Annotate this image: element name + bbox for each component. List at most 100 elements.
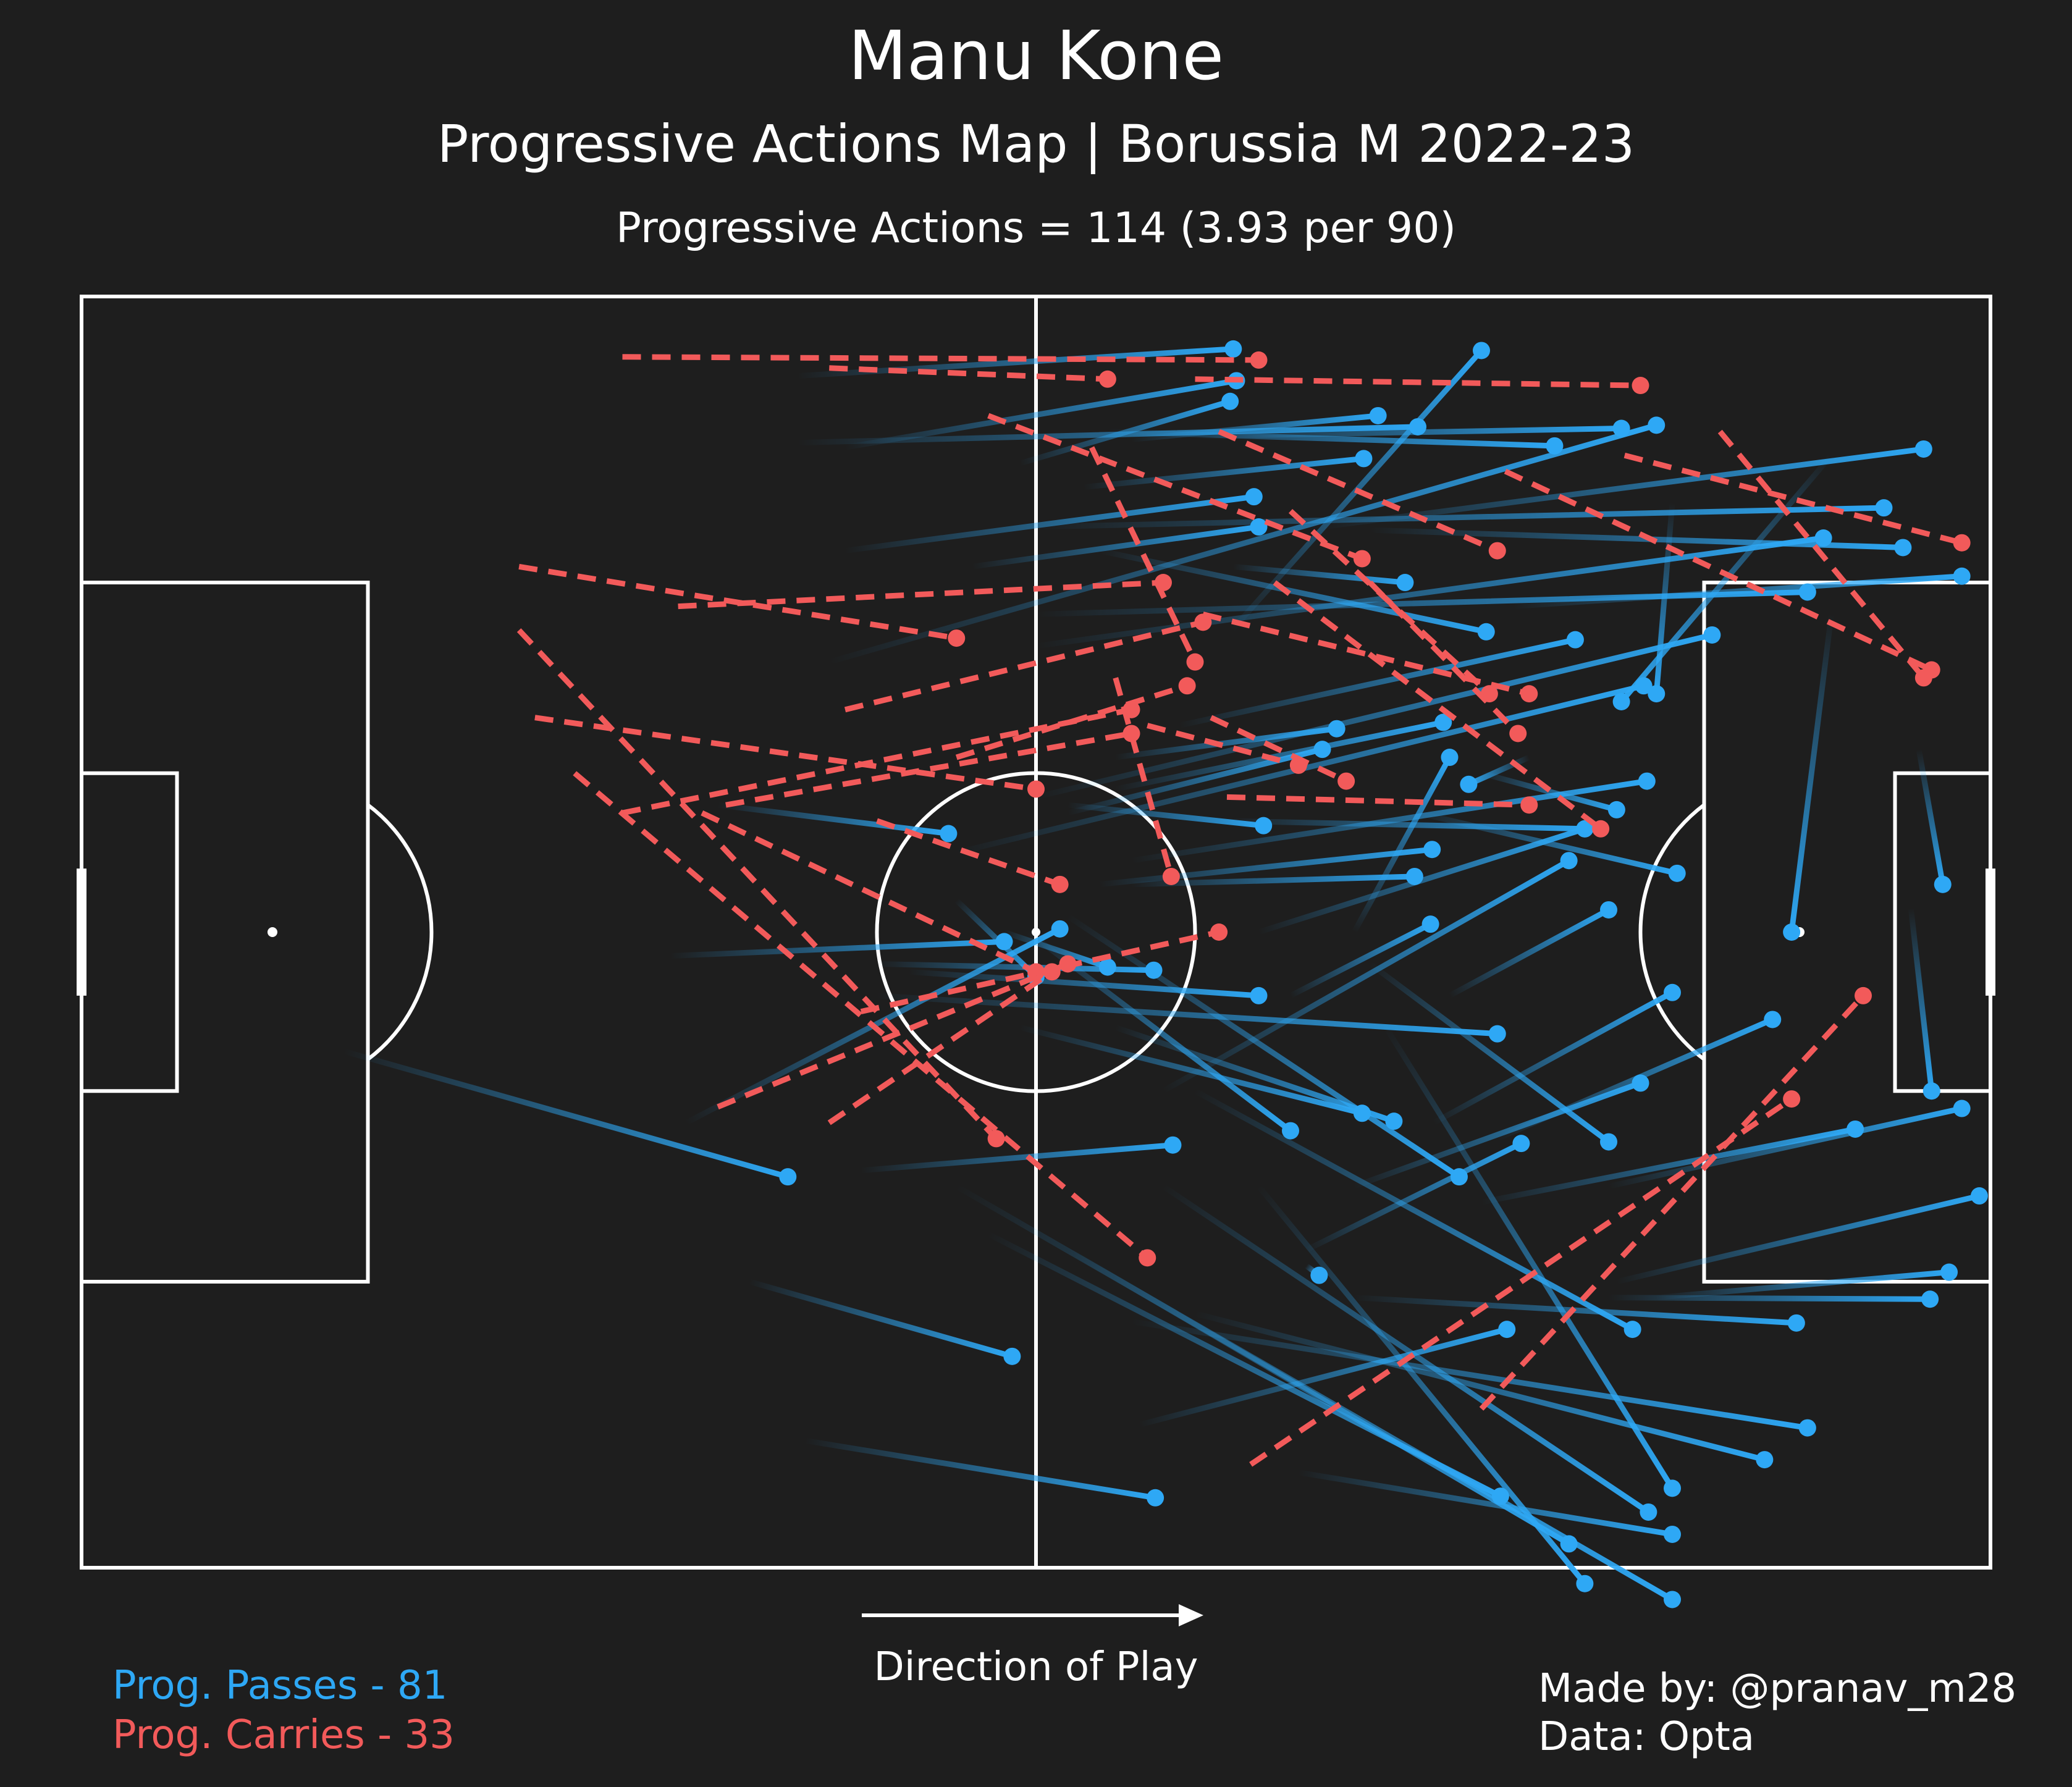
- pass-end-point: [1921, 1290, 1939, 1308]
- pass-end-point: [1385, 1112, 1403, 1130]
- pass-end-point: [1434, 713, 1452, 731]
- carry-end-point: [1155, 574, 1172, 592]
- pass-end-point: [1164, 1136, 1182, 1154]
- pass-line: [1176, 637, 1578, 729]
- pass-line: [1478, 1126, 1858, 1205]
- pass-line: [1431, 990, 1675, 1126]
- pass-line: [1447, 907, 1612, 999]
- pass-end-point: [1369, 406, 1387, 424]
- direction-arrow: [862, 1604, 1203, 1626]
- carry-line: [678, 579, 1164, 610]
- pass-end-point: [1612, 692, 1630, 710]
- pass-line: [1160, 1184, 1651, 1515]
- pass-end-point: [1914, 440, 1932, 458]
- pass-end-point: [1473, 342, 1490, 360]
- direction-label: Direction of Play: [874, 1644, 1198, 1690]
- pitch: [77, 295, 1995, 1570]
- pass-end-point: [1607, 801, 1625, 818]
- pass-line: [747, 1279, 1015, 1360]
- carry-line: [1273, 580, 1602, 831]
- carry-line: [1226, 794, 1530, 808]
- pass-line: [1017, 1024, 1365, 1116]
- pass-end-point: [1664, 983, 1681, 1001]
- pass-end-point: [1477, 623, 1495, 641]
- carry-end-point: [987, 1130, 1005, 1148]
- carry-end-point: [1098, 370, 1116, 388]
- pass-end-point: [1787, 1314, 1805, 1332]
- pass-end-point: [1255, 817, 1273, 835]
- pass-end-point: [1648, 416, 1666, 434]
- carry-line: [844, 619, 1204, 713]
- pass-line: [1653, 1269, 1952, 1301]
- pass-end-point: [1003, 1347, 1021, 1365]
- pass-end-point: [1546, 437, 1564, 455]
- pass-line: [1478, 770, 1620, 813]
- pass-line: [1303, 1140, 1524, 1253]
- pass-end-point: [1051, 920, 1069, 938]
- arrow-head-icon: [1179, 1604, 1203, 1626]
- pass-line: [1351, 754, 1452, 935]
- pass-line: [1619, 452, 1834, 705]
- pass-end-point: [1756, 1451, 1774, 1469]
- pass-end-point: [1560, 1535, 1578, 1553]
- carry-line: [1195, 376, 1641, 389]
- pass-end-point: [1441, 749, 1459, 767]
- carry-end-point: [1783, 1090, 1801, 1108]
- pass-line: [1916, 746, 1946, 888]
- pass-line: [1065, 802, 1266, 829]
- pass-end-point: [1423, 841, 1441, 859]
- pass-end-point: [1310, 1266, 1328, 1284]
- pass-end-point: [1798, 1419, 1816, 1437]
- pass-end-point: [1664, 1479, 1681, 1497]
- penalty-area-left: [80, 581, 370, 1284]
- penalty-spot-left: [267, 927, 277, 937]
- pass-end-point: [779, 1168, 797, 1186]
- pass-end-point: [1224, 340, 1242, 358]
- pass-end-point: [940, 825, 958, 843]
- carry-line: [701, 810, 1037, 975]
- pass-end-point: [1875, 499, 1893, 517]
- pass-end-point: [1940, 1263, 1958, 1281]
- pass-end-point: [1460, 775, 1478, 793]
- carry-end-point: [1337, 772, 1355, 790]
- carry-end-point: [1488, 542, 1506, 560]
- pass-line: [1113, 726, 1340, 760]
- pass-line: [1033, 535, 1827, 649]
- pass-line: [826, 422, 1659, 665]
- carry-line: [1717, 429, 1926, 680]
- chart-subtitle: Progressive Actions Map | Borussia M 202…: [437, 114, 1635, 174]
- pass-end-point: [1623, 1321, 1641, 1339]
- pass-line: [1129, 1318, 1811, 1431]
- carry-end-point: [1178, 677, 1196, 695]
- pass-line: [1160, 857, 1572, 1094]
- carry-end-point: [1353, 550, 1371, 568]
- carry-line: [1147, 723, 1300, 768]
- carry-line: [516, 628, 998, 1141]
- carry-line: [1504, 468, 1933, 673]
- pass-line: [1065, 1247, 1572, 1547]
- carry-line: [1202, 612, 1530, 697]
- carry-end-point: [1632, 377, 1649, 395]
- carry-line: [1288, 508, 1491, 696]
- pass-line: [953, 898, 1039, 980]
- carry-end-point: [1250, 351, 1268, 369]
- pass-end-point: [1576, 820, 1594, 838]
- pass-line: [1367, 527, 1906, 550]
- pass-line: [1256, 826, 1588, 935]
- penalty-area-right: [1702, 581, 1992, 1284]
- carry-line: [827, 969, 1054, 1125]
- pass-line: [715, 802, 951, 837]
- pass-line: [1129, 873, 1418, 888]
- pass-end-point: [1600, 1133, 1617, 1151]
- pass-end-point: [1953, 1100, 1971, 1117]
- carry-end-point: [1914, 669, 1932, 687]
- pass-line: [874, 961, 1157, 973]
- carry-line: [573, 771, 1150, 1260]
- carry-end-point: [1520, 685, 1538, 703]
- pass-end-point: [1576, 1575, 1594, 1592]
- pass-end-point: [1894, 539, 1912, 557]
- pass-line: [1192, 1088, 1636, 1332]
- pass-line: [1383, 1024, 1675, 1491]
- carry-line: [1479, 993, 1866, 1411]
- credit-data: Data: Opta: [1538, 1714, 1755, 1760]
